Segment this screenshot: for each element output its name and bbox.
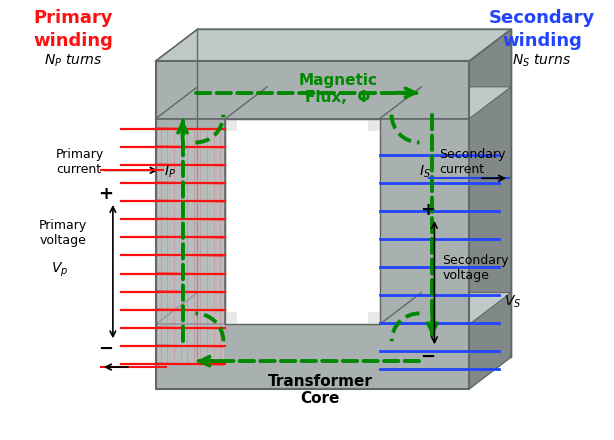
Polygon shape (156, 324, 469, 389)
Text: Primary
winding: Primary winding (33, 9, 113, 50)
Text: $N_P$ turns: $N_P$ turns (44, 53, 103, 70)
Polygon shape (379, 119, 469, 324)
Text: +: + (420, 201, 435, 219)
Text: Transformer
Core: Transformer Core (268, 374, 372, 407)
Text: $I_P$: $I_P$ (164, 163, 176, 180)
Text: $I_S$: $I_S$ (419, 163, 432, 180)
Polygon shape (198, 29, 511, 357)
Text: −: − (420, 348, 435, 366)
Polygon shape (368, 119, 379, 131)
Polygon shape (156, 87, 267, 119)
Polygon shape (368, 312, 379, 324)
Text: Primary
voltage: Primary voltage (39, 219, 87, 247)
Polygon shape (156, 293, 511, 324)
Polygon shape (225, 119, 379, 324)
Polygon shape (156, 119, 225, 324)
Polygon shape (225, 312, 238, 324)
Text: Secondary
winding: Secondary winding (489, 9, 595, 50)
Text: Secondary
current: Secondary current (440, 148, 506, 176)
Text: Secondary
voltage: Secondary voltage (442, 254, 509, 282)
Polygon shape (379, 87, 511, 119)
Text: Primary
current: Primary current (56, 148, 104, 176)
Polygon shape (156, 61, 469, 119)
Text: $N_S$ turns: $N_S$ turns (513, 53, 572, 70)
Text: $V_p$: $V_p$ (51, 260, 68, 279)
Text: −: − (98, 340, 114, 358)
Polygon shape (469, 29, 511, 389)
Text: Magnetic
Flux,  Φ: Magnetic Flux, Φ (298, 73, 378, 105)
Polygon shape (225, 119, 238, 131)
Text: +: + (98, 185, 114, 203)
Polygon shape (156, 29, 511, 61)
Polygon shape (379, 87, 421, 324)
Text: $V_S$: $V_S$ (504, 293, 521, 310)
